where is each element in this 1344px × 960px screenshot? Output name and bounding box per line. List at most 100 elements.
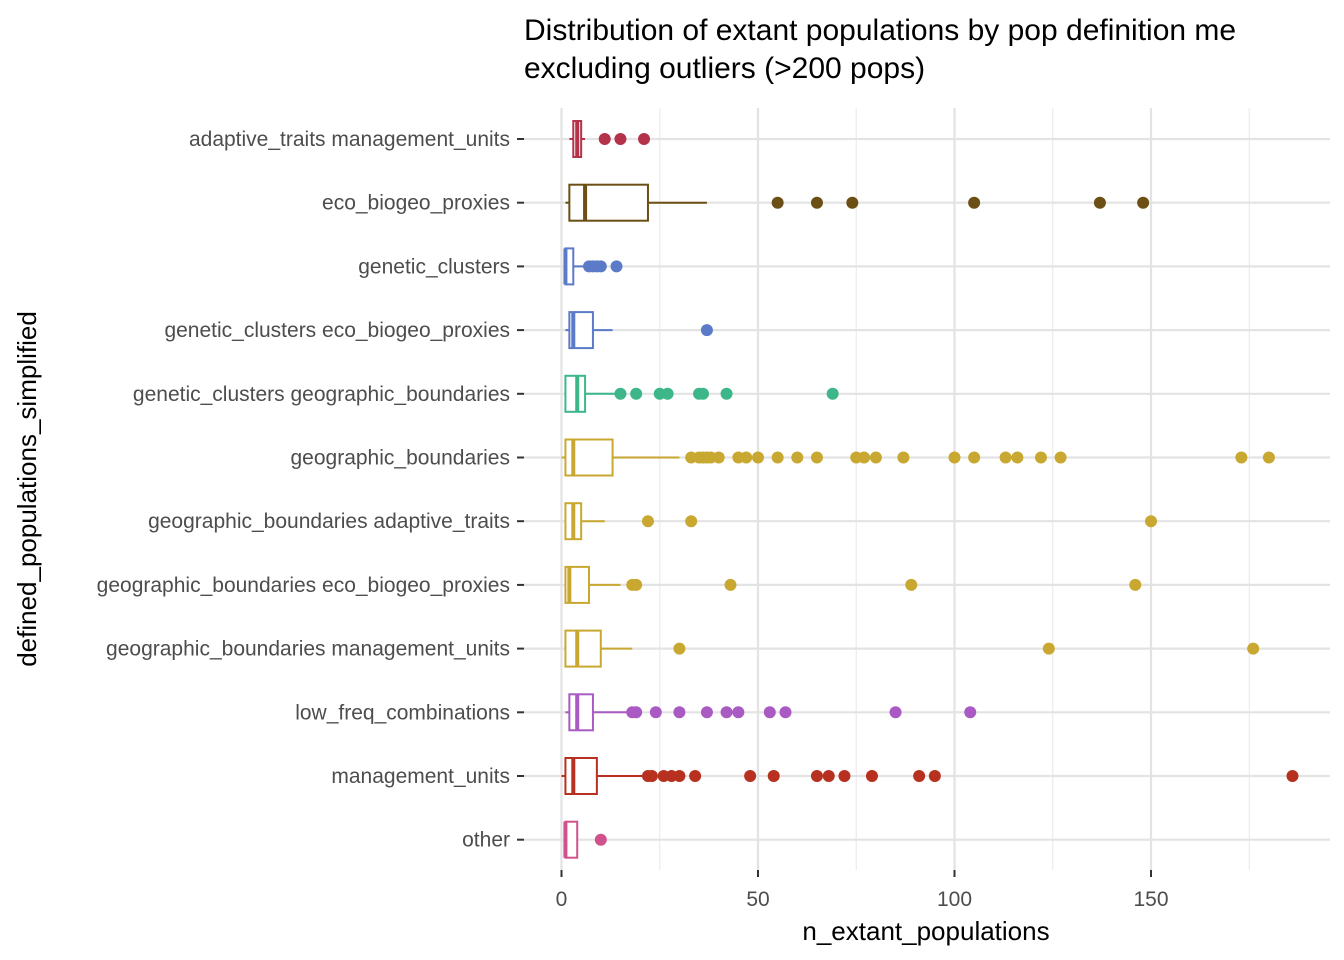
outlier-point bbox=[685, 515, 698, 528]
box-genetic-clusters-geographic-boundaries bbox=[564, 374, 839, 413]
outlier-point bbox=[968, 451, 981, 464]
outlier-point bbox=[913, 770, 926, 782]
outlier-point bbox=[897, 451, 910, 464]
box-geographic-boundaries-eco-biogeo-proxies bbox=[564, 565, 1142, 604]
outlier-point bbox=[846, 196, 859, 209]
outlier-point bbox=[1011, 451, 1024, 464]
outlier-point bbox=[865, 770, 878, 782]
y-category-label: geographic_boundaries bbox=[290, 447, 510, 470]
outlier-point bbox=[1286, 770, 1299, 782]
outlier-point bbox=[1137, 196, 1150, 209]
box-genetic-clusters-eco-biogeo-proxies bbox=[565, 311, 713, 350]
x-tick-label: 100 bbox=[937, 888, 972, 911]
outlier-point bbox=[810, 770, 823, 782]
outlier-point bbox=[889, 706, 902, 719]
outlier-point bbox=[928, 770, 941, 782]
outlier-point bbox=[673, 706, 686, 719]
outlier-point bbox=[630, 578, 643, 591]
box-other bbox=[563, 820, 607, 859]
outlier-point bbox=[869, 451, 882, 464]
x-tick-label: 150 bbox=[1133, 888, 1168, 911]
box-eco-biogeo-proxies bbox=[565, 183, 1150, 222]
outlier-point bbox=[661, 387, 674, 400]
outlier-point bbox=[673, 770, 686, 782]
outlier-point bbox=[968, 196, 981, 209]
box-low-freq-combinations bbox=[565, 693, 977, 732]
outlier-point bbox=[744, 770, 757, 782]
outlier-point bbox=[732, 706, 745, 719]
outlier-point bbox=[999, 451, 1012, 464]
y-category-label: geographic_boundaries management_units bbox=[106, 638, 510, 661]
outlier-point bbox=[1247, 642, 1260, 655]
chart-title: Distribution of extant populations by po… bbox=[524, 14, 1236, 85]
grid-lines bbox=[524, 108, 1330, 870]
box-iqr bbox=[568, 693, 594, 732]
box-geographic-boundaries bbox=[561, 438, 1275, 477]
outlier-point bbox=[740, 451, 753, 464]
outlier-point bbox=[594, 833, 607, 846]
outlier-point bbox=[752, 451, 764, 464]
outlier-point bbox=[724, 578, 737, 591]
outlier-point bbox=[1054, 451, 1067, 464]
outlier-point bbox=[763, 706, 776, 719]
outlier-point bbox=[696, 387, 709, 400]
outlier-point bbox=[905, 578, 918, 591]
outlier-point bbox=[712, 451, 725, 464]
box-series bbox=[561, 120, 1299, 859]
y-axis-title: defined_populations_simplified bbox=[12, 311, 42, 667]
outlier-point bbox=[822, 770, 835, 782]
y-category-label: adaptive_traits management_units bbox=[189, 128, 510, 151]
y-category-label: geographic_boundaries adaptive_traits bbox=[148, 510, 510, 533]
x-tick-label: 0 bbox=[556, 888, 568, 911]
outlier-point bbox=[771, 196, 784, 209]
x-axis-title: n_extant_populations bbox=[802, 916, 1049, 946]
y-category-label: genetic_clusters eco_biogeo_proxies bbox=[164, 319, 510, 342]
chart-title-line-1: Distribution of extant populations by po… bbox=[524, 14, 1236, 47]
x-axis-ticks: 0 50 100 150 bbox=[556, 870, 1169, 911]
outlier-point bbox=[700, 324, 713, 337]
box-iqr bbox=[564, 757, 598, 795]
chart-title-line-2: excluding outliers (>200 pops) bbox=[524, 52, 925, 85]
outlier-point bbox=[673, 642, 686, 655]
box-genetic-clusters bbox=[563, 247, 623, 286]
outlier-point bbox=[1129, 578, 1142, 591]
box-management-units bbox=[561, 757, 1299, 795]
outlier-point bbox=[700, 706, 713, 719]
outlier-point bbox=[598, 133, 611, 145]
outlier-point bbox=[791, 451, 804, 464]
outlier-point bbox=[779, 706, 792, 719]
outlier-point bbox=[771, 451, 784, 464]
outlier-point bbox=[630, 387, 643, 400]
outlier-point bbox=[720, 387, 733, 400]
y-category-label: low_freq_combinations bbox=[295, 701, 510, 724]
x-tick-label: 50 bbox=[746, 888, 769, 911]
outlier-point bbox=[767, 770, 780, 782]
outlier-point bbox=[614, 387, 627, 400]
box-iqr bbox=[568, 183, 649, 222]
y-category-label: eco_biogeo_proxies bbox=[322, 192, 510, 215]
box-adaptive-traits-management-units bbox=[569, 120, 651, 158]
outlier-point bbox=[720, 706, 733, 719]
box-geographic-boundaries-adaptive-traits bbox=[564, 502, 1157, 541]
outlier-point bbox=[1262, 451, 1275, 464]
y-category-label: management_units bbox=[331, 765, 510, 788]
outlier-point bbox=[649, 706, 662, 719]
outlier-point bbox=[1034, 451, 1047, 464]
outlier-point bbox=[1093, 196, 1106, 209]
outlier-point bbox=[1042, 642, 1055, 655]
outlier-point bbox=[964, 706, 977, 719]
outlier-point bbox=[614, 133, 627, 145]
y-category-label: genetic_clusters geographic_boundaries bbox=[133, 383, 510, 406]
outlier-point bbox=[858, 451, 871, 464]
y-category-label: geographic_boundaries eco_biogeo_proxies bbox=[97, 574, 510, 597]
outlier-point bbox=[638, 133, 651, 145]
outlier-point bbox=[838, 770, 851, 782]
outlier-point bbox=[630, 706, 643, 719]
outlier-point bbox=[1145, 515, 1157, 528]
outlier-point bbox=[594, 260, 607, 273]
outlier-point bbox=[810, 196, 823, 209]
box-geographic-boundaries-management-units bbox=[564, 629, 1260, 668]
box-iqr bbox=[564, 629, 602, 668]
outlier-point bbox=[1235, 451, 1248, 464]
